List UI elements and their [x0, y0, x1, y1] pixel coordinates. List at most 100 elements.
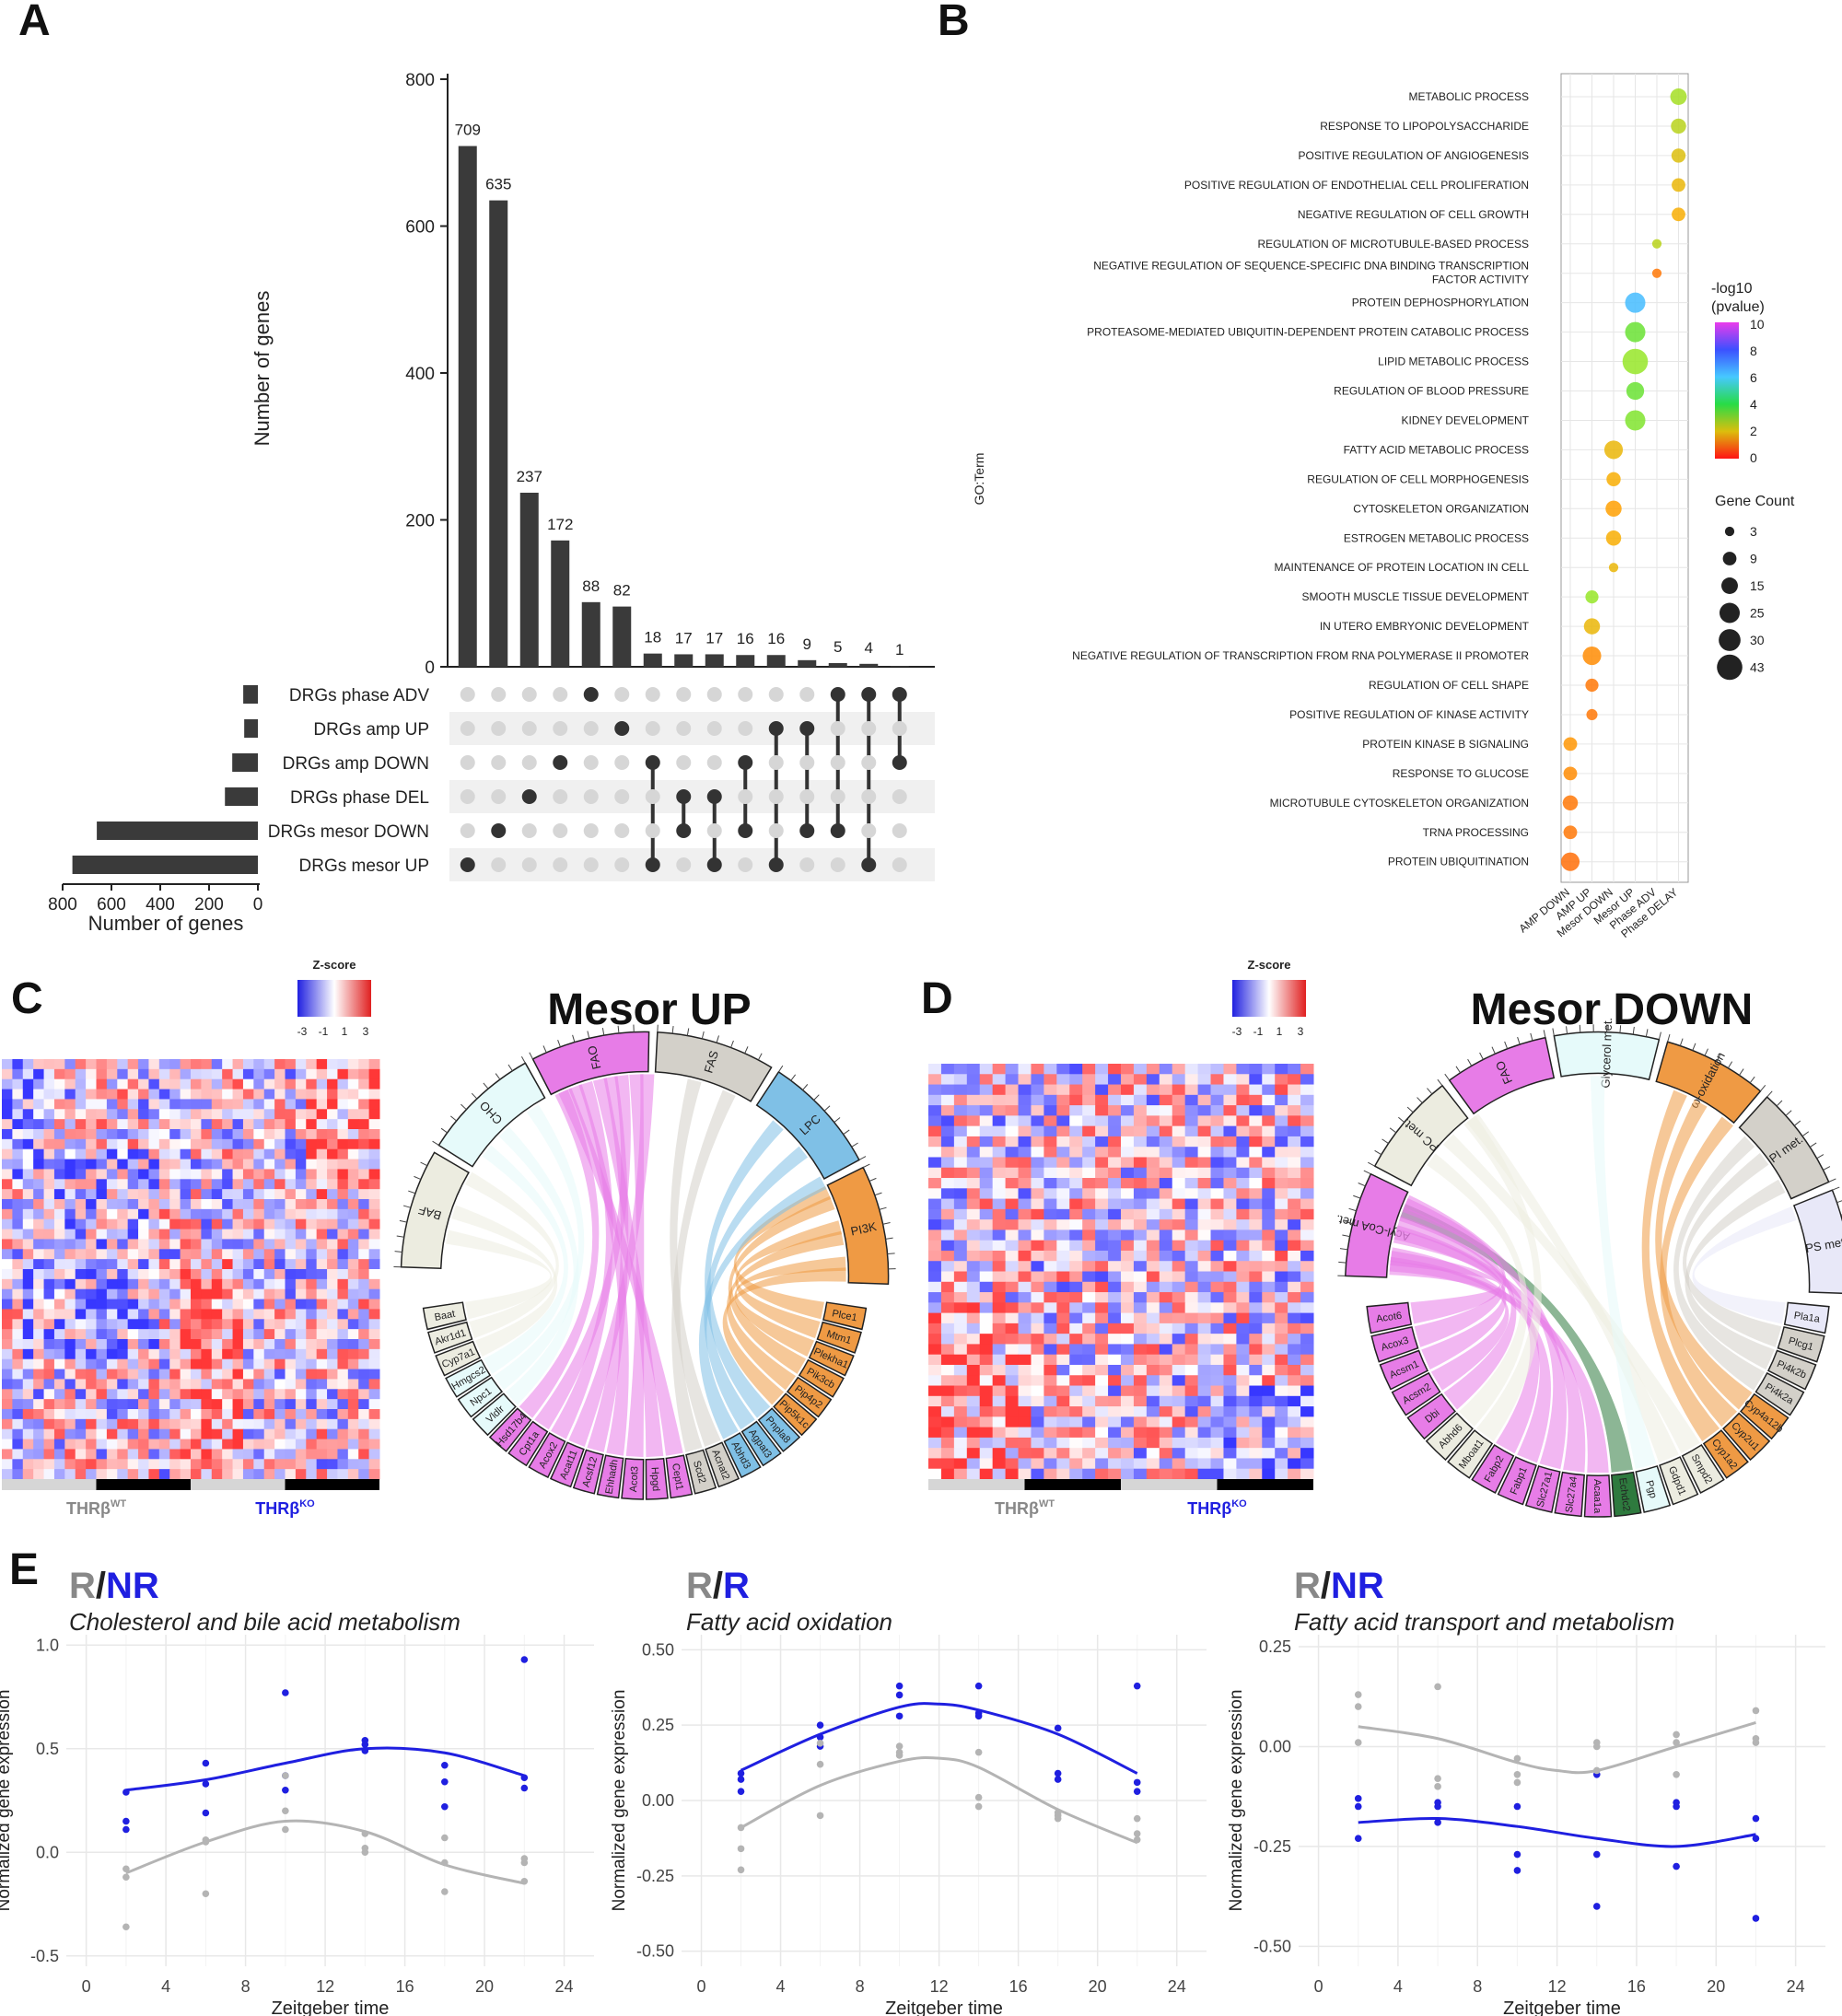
heatmap-cell: [242, 1348, 254, 1360]
heatmap-cell: [327, 1269, 338, 1280]
heatmap-cell: [1031, 1302, 1044, 1314]
heatmap-cell: [75, 1379, 87, 1390]
chord-ribbon: [1396, 1216, 1540, 1454]
heatmap-cell: [12, 1358, 24, 1370]
heatmap-cell: [253, 1169, 265, 1180]
data-point-KO: [361, 1747, 369, 1754]
heatmap-cell: [1197, 1468, 1212, 1480]
heatmap-cell: [1223, 1125, 1237, 1137]
heatmap-cell: [117, 1409, 129, 1420]
heatmap-cell: [1005, 1084, 1020, 1096]
series-title: Cholesterol and bile acid metabolism: [69, 1608, 460, 1636]
heatmap-cell: [33, 1119, 45, 1130]
bar-value-label: 17: [675, 629, 693, 647]
heatmap-cell: [169, 1109, 181, 1120]
heatmap-cell: [1043, 1147, 1057, 1158]
heatmap-cell: [2, 1288, 13, 1300]
heatmap-cell: [1146, 1468, 1160, 1480]
heatmap-cell: [96, 1459, 108, 1470]
gene-arc: [549, 1441, 585, 1488]
heatmap-cell: [242, 1099, 254, 1110]
heatmap-cell: [22, 1278, 34, 1290]
heatmap-cell: [180, 1179, 192, 1190]
heatmap-cell: [953, 1427, 968, 1439]
heatmap-cell: [86, 1358, 97, 1370]
heatmap-cell: [33, 1439, 45, 1450]
heatmap-cell: [22, 1218, 34, 1230]
heatmap-cell: [1172, 1125, 1186, 1137]
heatmap-cell: [274, 1428, 286, 1440]
data-point-WT: [1673, 1739, 1680, 1746]
heatmap-cell: [1121, 1157, 1135, 1169]
heatmap-cell: [253, 1418, 265, 1430]
group-label-main: THRβ: [255, 1499, 299, 1518]
y-tick-label: -0.5: [30, 1947, 59, 1965]
heatmap-cell: [992, 1312, 1007, 1324]
heatmap-cell: [148, 1339, 160, 1350]
heatmap-cell: [96, 1119, 108, 1130]
heatmap-cell: [347, 1068, 359, 1080]
heatmap-cell: [306, 1389, 318, 1400]
heatmap-cell: [201, 1459, 213, 1470]
heatmap-cell: [1184, 1354, 1199, 1366]
matrix-dot: [738, 857, 753, 872]
heatmap-cell: [96, 1379, 108, 1390]
heatmap-cell: [1121, 1147, 1135, 1158]
heatmap-cell: [368, 1278, 380, 1290]
heatmap-cell: [1172, 1395, 1186, 1407]
heatmap-cell: [1223, 1157, 1237, 1169]
heatmap-cell: [242, 1369, 254, 1380]
heatmap-cell: [201, 1369, 213, 1380]
heatmap-cell: [211, 1138, 223, 1150]
heatmap-cell: [1056, 1094, 1070, 1106]
heatmap-cell: [1043, 1271, 1057, 1283]
heatmap-cell: [274, 1379, 286, 1390]
heatmap-cell: [148, 1329, 160, 1340]
heatmap-cell: [347, 1329, 359, 1340]
heatmap-cell: [33, 1109, 45, 1120]
heatmap-cell: [1262, 1147, 1276, 1158]
heatmap-cell: [158, 1089, 170, 1100]
heatmap-cell: [966, 1115, 981, 1127]
heatmap-cell: [1288, 1136, 1301, 1148]
heatmap-cell: [316, 1428, 328, 1440]
heatmap-cell: [75, 1078, 87, 1090]
chord-ribbon: [587, 1076, 629, 1453]
heatmap-cell: [43, 1269, 55, 1280]
heatmap-cell: [1133, 1271, 1148, 1283]
heatmap-cell: [53, 1358, 65, 1370]
heatmap-cell: [232, 1409, 244, 1420]
heatmap-cell: [106, 1358, 118, 1370]
heatmap-cell: [285, 1288, 297, 1300]
heatmap-cell: [148, 1259, 160, 1270]
heatmap-cell: [117, 1249, 129, 1260]
heatmap-cell: [1146, 1312, 1160, 1324]
heatmap-cell: [1056, 1074, 1070, 1086]
heatmap-cell: [337, 1278, 349, 1290]
heatmap-cell: [1172, 1271, 1186, 1283]
heatmap-cell: [169, 1269, 181, 1280]
axis-tick: [1444, 1073, 1451, 1081]
heatmap-cell: [1223, 1458, 1237, 1470]
heatmap-cell: [992, 1157, 1007, 1169]
heatmap-cell: [117, 1339, 129, 1350]
heatmap-cell: [53, 1469, 65, 1480]
gene-arc: [705, 1441, 740, 1488]
heatmap-cell: [1197, 1219, 1212, 1230]
heatmap-cell: [263, 1089, 275, 1100]
heatmap-cell: [106, 1148, 118, 1160]
heatmap-cell: [368, 1059, 380, 1070]
heatmap-cell: [1275, 1468, 1288, 1480]
heatmap-cell: [53, 1399, 65, 1410]
matrix-dot: [676, 857, 692, 872]
heatmap-cell: [75, 1189, 87, 1200]
heatmap-cell: [75, 1109, 87, 1120]
heatmap-cell: [148, 1319, 160, 1330]
gene-label: Hpgd: [648, 1467, 660, 1492]
heatmap-cell: [953, 1178, 968, 1189]
heatmap-cell: [2, 1089, 13, 1100]
heatmap-cell: [106, 1439, 118, 1450]
heatmap-cell: [191, 1199, 202, 1210]
heatmap-cell: [211, 1078, 223, 1090]
matrix-dot: [491, 721, 507, 736]
